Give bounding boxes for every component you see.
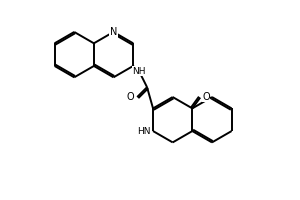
Text: O: O (127, 92, 134, 102)
Text: O: O (202, 92, 210, 102)
Text: HN: HN (138, 127, 151, 136)
Text: N: N (110, 27, 117, 37)
Text: NH: NH (132, 67, 146, 76)
